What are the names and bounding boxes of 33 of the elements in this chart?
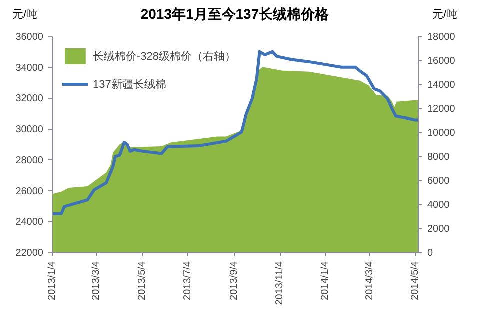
line-series bbox=[52, 50, 418, 216]
x-tick-label: 2014/3/4 bbox=[364, 261, 376, 300]
x-tick-label: 2013/9/4 bbox=[228, 261, 240, 300]
x-tick-label: 2013/11/4 bbox=[274, 261, 286, 306]
y2-tick-label: 6000 bbox=[428, 176, 450, 187]
y2-tick-label: 18000 bbox=[428, 32, 456, 43]
y2-tick-label: 10000 bbox=[428, 128, 456, 139]
x-tick-label: 2013/3/4 bbox=[91, 261, 102, 300]
x-tick-label: 2013/5/4 bbox=[136, 261, 148, 300]
y-tick-label: 22000 bbox=[16, 248, 44, 259]
x-tick-label: 2013/7/4 bbox=[182, 261, 194, 300]
y2-axis-title: 元/吨 bbox=[432, 8, 458, 23]
legend-label: 137新疆长绒棉 bbox=[93, 78, 166, 92]
y2-tick-label: 0 bbox=[428, 248, 434, 259]
y-tick-label: 32000 bbox=[16, 94, 44, 105]
y-tick-label: 28000 bbox=[16, 155, 44, 166]
x-tick-label: 2014/1/4 bbox=[320, 261, 332, 300]
y2-tick-label: 14000 bbox=[428, 80, 456, 91]
x-tick-label: 2013/1/4 bbox=[47, 261, 58, 300]
legend-label: 长绒棉价-328级棉价（右轴） bbox=[93, 50, 236, 64]
y2-tick-label: 12000 bbox=[428, 104, 456, 115]
y2-tick-label: 4000 bbox=[428, 200, 450, 211]
y-tick-label: 30000 bbox=[16, 124, 44, 136]
y-tick-label: 24000 bbox=[16, 217, 44, 228]
y-tick-label: 36000 bbox=[16, 32, 44, 43]
y-tick-label: 26000 bbox=[16, 186, 44, 198]
y-tick-label: 34000 bbox=[16, 62, 44, 74]
y2-tick-label: 2000 bbox=[428, 224, 450, 235]
y2-tick-label: 16000 bbox=[428, 56, 456, 67]
chart-title: 2013年1月至今137长绒棉价格 bbox=[140, 5, 330, 24]
y-axis-title: 元/吨 bbox=[12, 8, 38, 23]
x-tick-label: 2014/5/4 bbox=[410, 261, 422, 300]
y2-tick-label: 8000 bbox=[428, 152, 450, 163]
